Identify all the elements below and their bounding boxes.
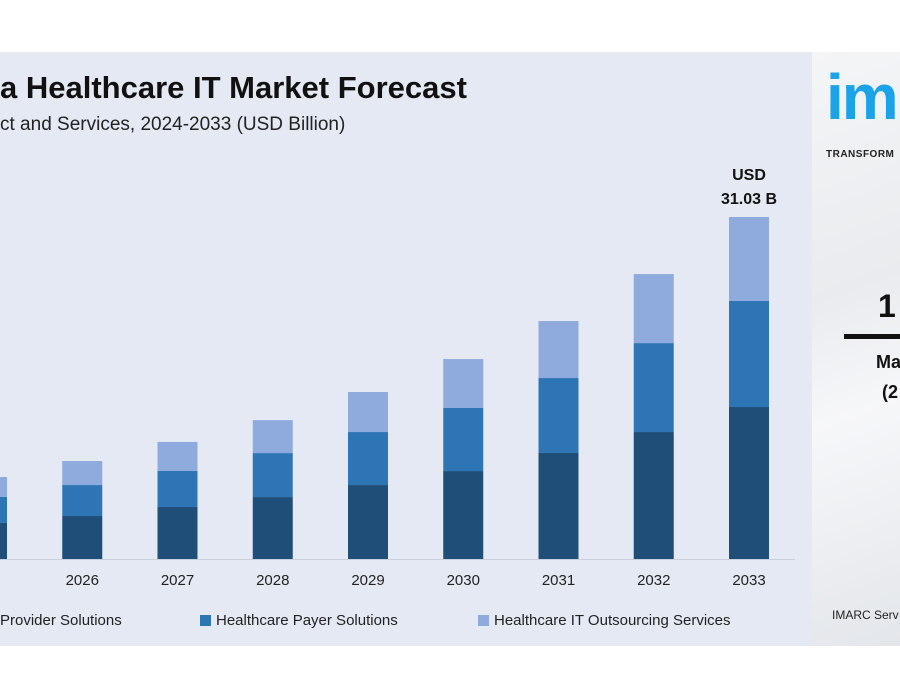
bar-2032-series-0 (633, 432, 674, 559)
bar-2029-series-2 (348, 392, 388, 433)
bar-2029-series-0 (348, 485, 388, 559)
key-figure: 1 (878, 288, 896, 324)
x-tick-label: 2028 (256, 572, 289, 589)
chart-subtitle: ct and Services, 2024-2033 (USD Billion) (0, 114, 346, 135)
divider (844, 334, 900, 339)
legend-item-payer: Healthcare Payer Solutions (200, 612, 398, 629)
x-tick-label: 2033 (732, 572, 765, 589)
chart-title: a Healthcare IT Market Forecast (0, 70, 467, 105)
bar-2030-series-1 (443, 408, 484, 472)
caption-line-1: Ma (876, 352, 900, 372)
bar-2031-series-2 (538, 321, 579, 379)
bar-2027-series-0 (157, 506, 198, 559)
bar-2025-series-2 (0, 476, 7, 497)
legend-item-provider: Provider Solutions (0, 612, 122, 629)
imarc-logo: im (826, 61, 899, 133)
bar-2030-series-2 (443, 359, 484, 409)
total-label-line-2: 31.03 B (721, 191, 777, 208)
bar-2030-series-0 (443, 471, 484, 559)
bar-2032-series-1 (633, 343, 674, 433)
bar-2031-series-0 (538, 452, 579, 559)
caption-line-2: (2 (882, 382, 899, 402)
bar-2026-series-2 (62, 461, 103, 486)
logo-tagline: TRANSFORM (826, 149, 895, 160)
side-panel: im TRANSFORM 1 Ma (2 IMARC Serv (812, 52, 900, 646)
bar-2026-series-0 (62, 516, 103, 559)
total-label-line-1: USD (732, 167, 766, 184)
bar-2026-series-1 (62, 485, 103, 517)
bar-2025-series-0 (0, 522, 7, 559)
bar-2025-series-1 (0, 496, 7, 523)
legend-swatch (200, 615, 211, 626)
bar-2033-series-0 (729, 407, 769, 559)
x-tick-label: 2031 (542, 572, 575, 589)
x-tick-label: 2026 (66, 572, 99, 589)
bar-2027-series-2 (157, 441, 198, 471)
bar-2027-series-1 (157, 470, 198, 507)
legend-swatch (478, 615, 489, 626)
x-tick-label: 2029 (351, 572, 384, 589)
bar-2032-series-2 (633, 274, 674, 344)
chart-panel (0, 52, 812, 646)
x-tick-label: 2027 (161, 572, 194, 589)
bar-2033-series-1 (729, 300, 769, 408)
bar-2031-series-1 (538, 378, 579, 453)
source-note: IMARC Serv (832, 608, 899, 622)
bar-2028-series-2 (252, 420, 293, 454)
bar-2028-series-1 (252, 453, 293, 498)
bar-2033-series-2 (729, 217, 769, 301)
bar-2029-series-1 (348, 432, 388, 486)
bar-chart: 520262027202820292030203120322033USD31.0… (0, 167, 795, 589)
x-tick-label: 2032 (637, 572, 670, 589)
legend-item-outsourcing: Healthcare IT Outsourcing Services (478, 612, 731, 629)
bar-2028-series-0 (252, 497, 293, 559)
x-tick-label: 2030 (447, 572, 480, 589)
